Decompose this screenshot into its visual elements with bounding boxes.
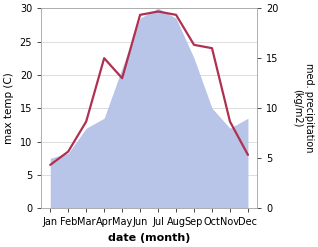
Y-axis label: med. precipitation
(kg/m2): med. precipitation (kg/m2) [292,63,314,153]
Y-axis label: max temp (C): max temp (C) [4,72,14,144]
X-axis label: date (month): date (month) [108,233,190,243]
